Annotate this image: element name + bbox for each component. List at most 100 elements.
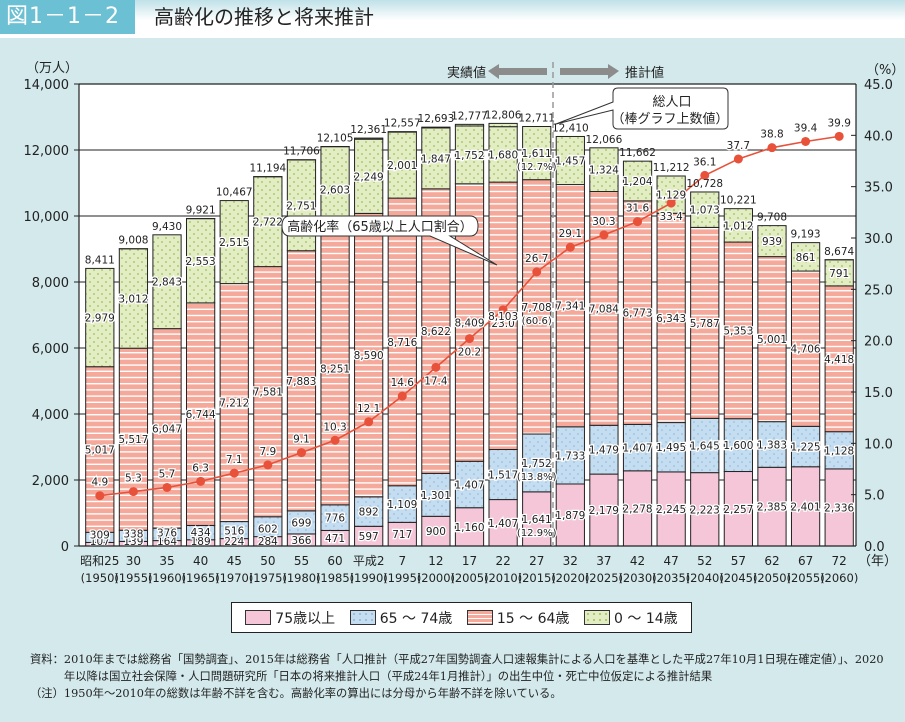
bar-layer xyxy=(85,122,854,547)
aging-rate-label: 30.3 xyxy=(592,216,615,228)
segment-label: 8,103 xyxy=(488,311,518,323)
bar-segment-unknown xyxy=(354,137,384,140)
bar-segment-0-14 xyxy=(219,200,249,285)
bar-segment-65-74 xyxy=(354,496,384,527)
total-label: 10,467 xyxy=(216,187,253,199)
bar-segment-0-14 xyxy=(454,125,485,185)
aging-rate-label: 37.7 xyxy=(727,140,750,152)
bar-segment-65-74 xyxy=(454,460,485,509)
total-label: 10,728 xyxy=(686,178,723,190)
segment-label: 1,073 xyxy=(690,205,720,217)
aging-rate-line: 4.9 5.3 5.7 6.3 7.1 7.9 9.1 10.3 12.1 14.6 17.4 20.… xyxy=(90,116,852,501)
segment-label: 366 xyxy=(291,535,311,547)
segment-label: 1,129 xyxy=(656,190,686,202)
legend-swatch-15-64 xyxy=(466,610,493,625)
total-label: 9,430 xyxy=(152,221,182,233)
segment-label: 471 xyxy=(325,533,345,545)
segment-label: 2,385 xyxy=(757,502,787,514)
total-callout-line1: 総人口 xyxy=(652,95,691,110)
legend-swatch-65-74 xyxy=(349,610,376,625)
share-label: (12.7%) xyxy=(517,162,557,173)
y-left-tick-label: 14,000 xyxy=(24,78,70,93)
segment-label: 7,883 xyxy=(286,376,316,388)
segment-label: 1,645 xyxy=(690,440,720,452)
segment-label: 1,204 xyxy=(623,176,653,188)
y-right-tick-label: 40.0 xyxy=(864,129,893,144)
total-label: 12,105 xyxy=(317,133,354,145)
aging-rate-point xyxy=(330,435,340,445)
y-right-tick-label: 15.0 xyxy=(864,386,893,401)
aging-rate-point xyxy=(263,460,273,470)
total-label: 10,221 xyxy=(720,195,757,207)
x-tick-year-label: (2060) xyxy=(820,571,858,585)
legend-swatch-75plus xyxy=(245,610,272,625)
x-tick-year-label: (1970) xyxy=(215,571,253,585)
aging-rate-label: 23.0 xyxy=(491,318,514,330)
segment-label: 602 xyxy=(258,524,278,536)
segment-label: 1,847 xyxy=(421,153,451,165)
bar-segment-65-74 xyxy=(387,485,417,523)
total-label: 9,193 xyxy=(791,229,821,241)
x-tick-era-label: 7 xyxy=(398,554,406,568)
source-note: 資料： 2010年までは総務省「国勢調査」、2015年は総務省「人口推計（平成2… xyxy=(30,651,890,685)
bar-segment-unknown xyxy=(488,122,518,128)
segment-label: 1,407 xyxy=(488,518,518,530)
segment-label: 1,383 xyxy=(757,439,787,451)
segment-label: 2,245 xyxy=(656,504,686,516)
segment-label: 5,353 xyxy=(723,325,753,337)
bar-segment-0-14 xyxy=(622,160,653,202)
total-label: 11,662 xyxy=(619,147,656,159)
aging-rate-label: 7.1 xyxy=(226,454,243,466)
y-right-tick-label: 45.0 xyxy=(864,78,893,93)
segment-label: 4,418 xyxy=(824,354,854,366)
segment-label: 1,407 xyxy=(454,480,484,492)
x-tick-era-label: 45 xyxy=(227,554,242,568)
x-tick-era-label: 32 xyxy=(563,554,578,568)
segment-label: 1,495 xyxy=(656,442,686,454)
total-label: 12,066 xyxy=(586,134,623,146)
bar-segment-75plus xyxy=(757,466,787,547)
segment-label: 2,603 xyxy=(320,185,350,197)
segment-label: 6,744 xyxy=(186,409,216,421)
x-tick-year-label: (1980) xyxy=(282,571,320,585)
segment-label: 4,706 xyxy=(791,344,821,356)
total-label: 8,674 xyxy=(824,246,854,258)
x-tick-year-label: (1960) xyxy=(148,571,186,585)
segment-label: 5,001 xyxy=(757,334,787,346)
y-right-tick-label: 30.0 xyxy=(864,232,893,247)
total-label: 9,921 xyxy=(186,205,216,217)
bar-segment-0-14 xyxy=(723,208,753,243)
segment-label: 717 xyxy=(392,529,412,541)
data-labels: 8,4111073095,0172,9799,0081393385,5173,0… xyxy=(84,109,856,549)
bar-segment-0-14 xyxy=(790,242,821,272)
segment-label: 900 xyxy=(426,526,446,538)
bar-segment-15-64 xyxy=(152,328,182,529)
arrow-right-icon xyxy=(560,64,619,79)
aging-rate-label: 10.3 xyxy=(323,421,346,433)
segment-label: 2,001 xyxy=(387,160,417,172)
legend-label: 15 ～ 64歳 xyxy=(496,610,570,627)
y-left-tick-label: 4,000 xyxy=(32,408,69,423)
aging-rate-point xyxy=(95,491,105,501)
bar-segment-0-14 xyxy=(186,218,216,304)
aging-rate-label: 5.7 xyxy=(159,468,176,480)
bar-segment-65-74 xyxy=(421,472,451,517)
bar-segment-65-74 xyxy=(488,449,518,501)
bar-segment-15-64 xyxy=(656,212,686,424)
x-tick-year-label: (1950) xyxy=(81,571,119,585)
bar-segment-0-14 xyxy=(354,138,384,214)
bar-segment-15-64 xyxy=(757,256,787,423)
y-right-tick-label: 10.0 xyxy=(864,437,893,452)
bar-segment-15-64 xyxy=(690,226,720,419)
segment-label: 1,879 xyxy=(555,510,585,522)
segment-label: 2,515 xyxy=(219,237,249,249)
share-label: (13.8%) xyxy=(517,472,557,483)
segment-label: 8,409 xyxy=(454,318,484,330)
bar-segment-65-74 xyxy=(757,421,787,468)
x-tick-era-label: 30 xyxy=(126,554,141,568)
bar-segment-15-64 xyxy=(522,179,552,435)
y-right-tick-label: 25.0 xyxy=(864,283,893,298)
segment-label: 1,457 xyxy=(555,156,585,168)
aging-rate-label: 39.4 xyxy=(794,122,818,134)
y-right-tick-label: 20.0 xyxy=(864,335,893,350)
